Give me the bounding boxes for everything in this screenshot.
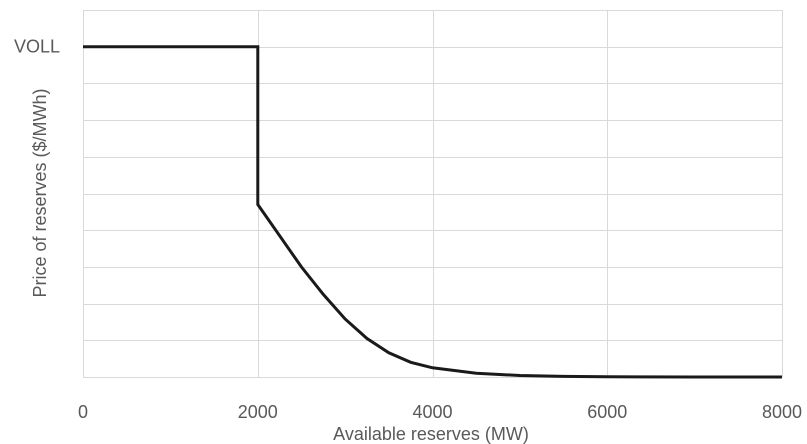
x-tick-label: 8000	[762, 402, 802, 422]
y-tick-label-voll: VOLL	[14, 37, 60, 57]
x-tick-label: 6000	[587, 402, 627, 422]
tick-labels: 0 2000 4000 6000 8000 VOLL	[14, 37, 802, 422]
reserve-price-curve	[83, 45, 782, 379]
grid	[83, 10, 783, 377]
x-tick-label: 2000	[238, 402, 278, 422]
x-tick-label: 0	[78, 402, 88, 422]
x-axis-title: Available reserves (MW)	[333, 424, 529, 444]
series	[83, 45, 782, 379]
x-tick-label: 4000	[412, 402, 452, 422]
y-axis-title: Price of reserves ($/MWh)	[30, 88, 50, 297]
